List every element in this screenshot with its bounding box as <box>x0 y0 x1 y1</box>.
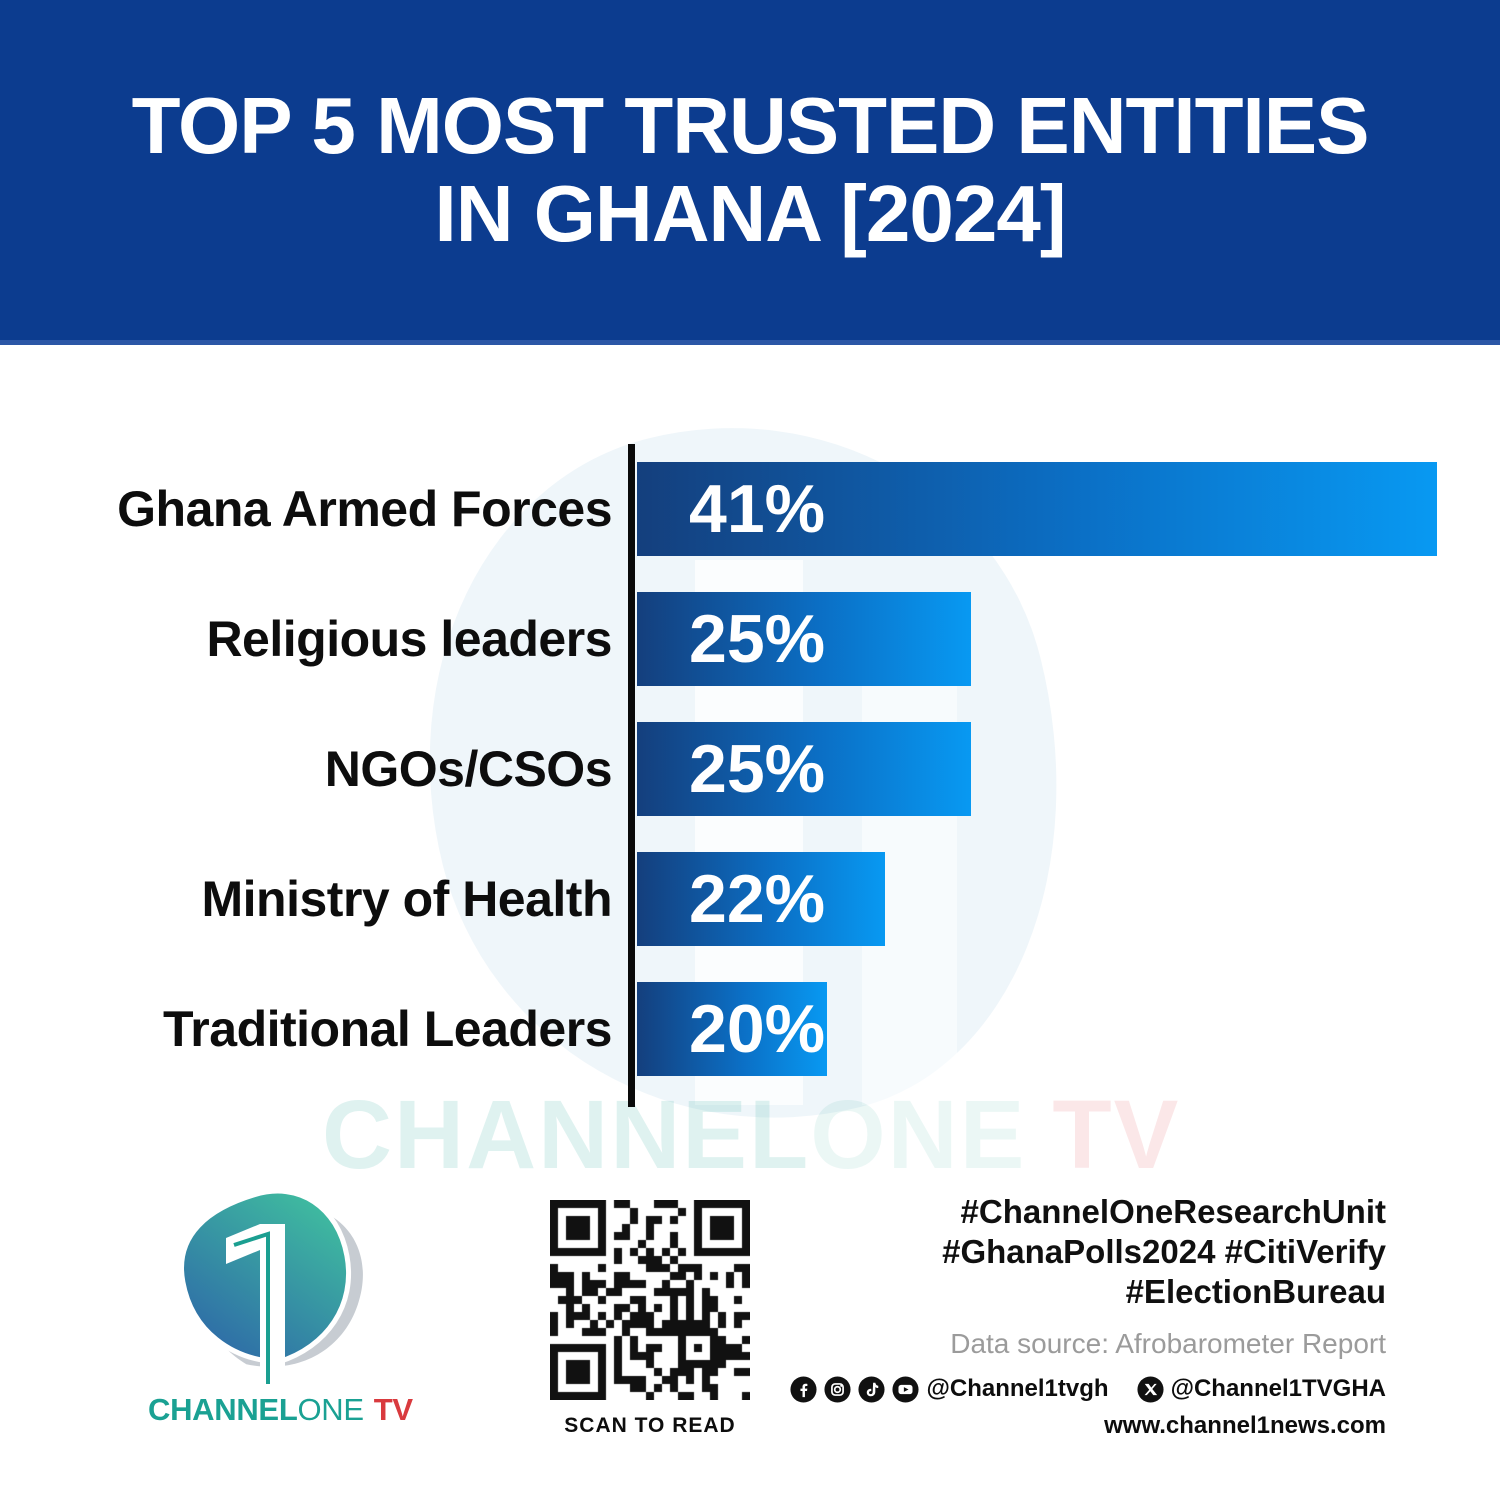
channel-one-logo <box>179 1188 363 1392</box>
category-label: Traditional Leaders <box>163 1001 612 1057</box>
footer-right-block: #ChannelOneResearchUnit #GhanaPolls2024 #… <box>606 1192 1386 1440</box>
bar-4: 22% <box>637 852 885 946</box>
logo-one-inner-outline <box>233 1231 270 1384</box>
qr-caption: SCAN TO READ <box>564 1414 736 1437</box>
bar-3: 25% <box>637 722 971 816</box>
category-label: Ministry of Health <box>201 871 613 927</box>
bar-5: 20% <box>637 982 827 1076</box>
instagram-icon <box>824 1375 852 1403</box>
logo-one: ONE <box>297 1392 364 1427</box>
social-row: @Channel1tvgh @Channel1TVGHA <box>606 1375 1386 1403</box>
hashtag-line: #ChannelOneResearchUnit <box>960 1193 1386 1230</box>
bar-1: 41% <box>637 462 1437 556</box>
logo-one-stem <box>260 1224 285 1392</box>
page-title-line-1: TOP 5 MOST TRUSTED ENTITIES <box>131 81 1370 170</box>
website-url: www.channel1news.com <box>1104 1412 1386 1439</box>
x-icon <box>1137 1375 1164 1403</box>
bar-2: 25% <box>637 592 971 686</box>
logo-channel: CHANNEL <box>148 1392 298 1427</box>
page-title-line-2: IN GHANA [2024] <box>434 169 1066 258</box>
hashtag-line: #GhanaPolls2024 #CitiVerify <box>942 1233 1386 1270</box>
logo-tv: TV <box>373 1392 413 1427</box>
category-label: Ghana Armed Forces <box>117 481 612 537</box>
bar-value-label: 22% <box>689 861 826 937</box>
data-source: Data source: Afrobarometer Report <box>950 1328 1386 1359</box>
watermark-one: ONE <box>810 1080 1027 1189</box>
category-label: Religious leaders <box>206 611 612 667</box>
hashtag-line: #ElectionBureau <box>1125 1273 1386 1310</box>
bar-value-label: 41% <box>689 471 826 547</box>
header-banner: TOP 5 MOST TRUSTED ENTITIES IN GHANA [20… <box>0 0 1500 345</box>
watermark-channel: CHANNEL <box>322 1080 811 1189</box>
hashtags: #ChannelOneResearchUnit #GhanaPolls2024 #… <box>606 1192 1386 1312</box>
social-handle-1: @Channel1tvgh <box>926 1375 1109 1402</box>
social-handle-2: @Channel1TVGHA <box>1170 1375 1386 1402</box>
bar-value-label: 25% <box>689 601 826 677</box>
facebook-icon <box>790 1375 818 1403</box>
bar-value-label: 20% <box>689 991 826 1067</box>
y-axis-line <box>628 444 635 1107</box>
x-icon-slot <box>1137 1375 1164 1403</box>
watermark-tv: TV <box>1052 1080 1181 1189</box>
tiktok-icon <box>858 1375 886 1403</box>
qr-code <box>550 1200 750 1400</box>
social-icons <box>790 1375 920 1403</box>
watermark-wordmark: CHANNELONE TV <box>322 1086 1180 1183</box>
bar-value-label: 25% <box>689 731 826 807</box>
youtube-icon <box>892 1375 920 1403</box>
logo-wordmark: CHANNELONE TV <box>148 1392 413 1428</box>
category-label: NGOs/CSOs <box>324 741 613 797</box>
